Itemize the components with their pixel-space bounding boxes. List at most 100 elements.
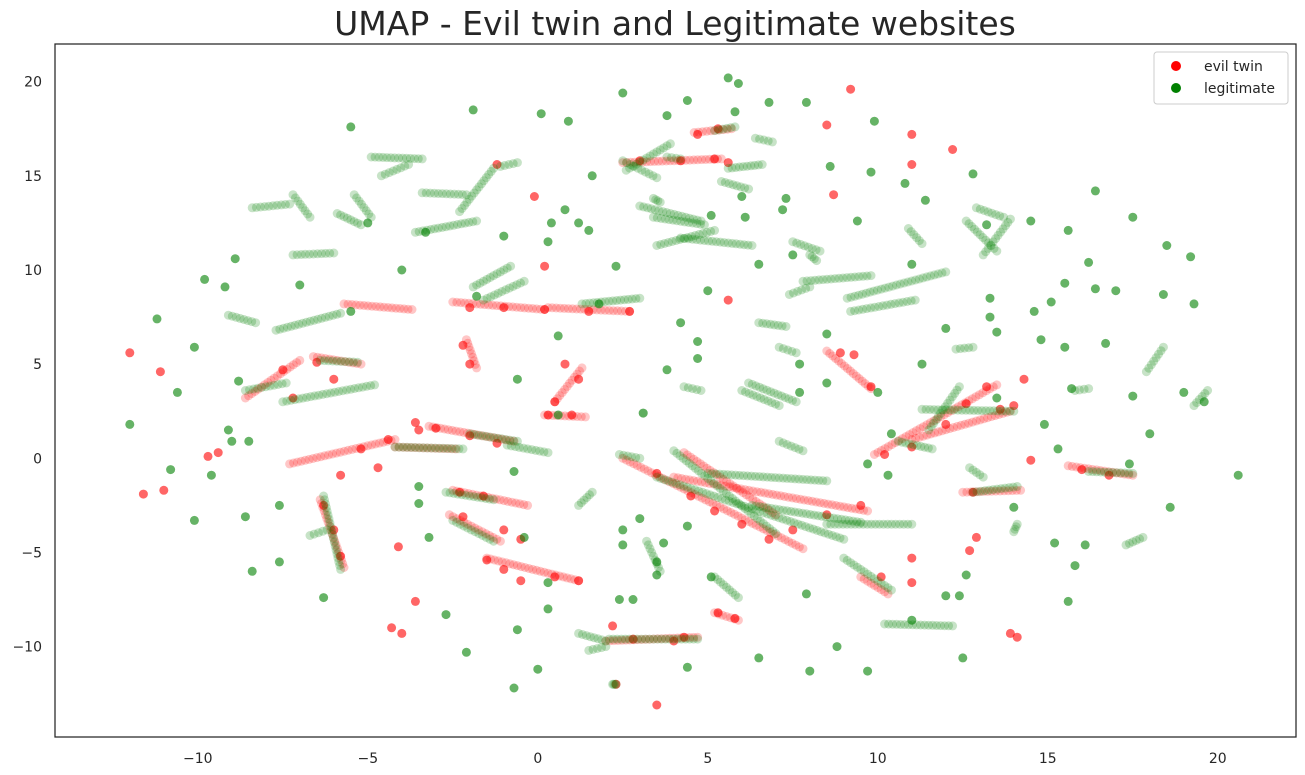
- legitimate-point: [873, 285, 882, 295]
- legitimate-point: [322, 525, 332, 535]
- legitimate-point: [920, 195, 930, 205]
- evil-twin-point: [336, 470, 346, 480]
- legitimate-point: [286, 321, 296, 331]
- legitimate-point: [501, 285, 511, 295]
- evil-twin-point: [481, 529, 491, 539]
- legitimate-point: [706, 572, 716, 582]
- legitimate-point: [665, 209, 675, 218]
- evil-twin-point: [566, 574, 576, 584]
- legitimate-point: [1120, 468, 1130, 478]
- legitimate-point: [722, 123, 732, 133]
- evil-twin-point: [668, 479, 678, 489]
- legitimate-point: [298, 318, 308, 328]
- legitimate-point: [747, 504, 757, 514]
- legitimate-point: [612, 296, 622, 305]
- evil-twin-point: [967, 394, 977, 404]
- evil-twin-point: [971, 392, 981, 402]
- legitimate-point: [623, 451, 633, 461]
- legitimate-point: [274, 557, 284, 567]
- legitimate-point: [805, 523, 814, 533]
- legitimate-point: [482, 293, 492, 303]
- evil-twin-point: [825, 349, 835, 358]
- legitimate-point: [758, 384, 768, 394]
- evil-twin-point: [336, 356, 346, 366]
- legitimate-point: [671, 153, 681, 163]
- x-tick-label: 20: [1209, 751, 1227, 767]
- scatter-points: [125, 73, 1243, 710]
- evil-twin-point: [387, 623, 397, 633]
- legitimate-point: [588, 644, 598, 654]
- evil-twin-point: [835, 348, 845, 358]
- legitimate-point: [749, 511, 759, 521]
- evil-twin-point: [356, 444, 366, 454]
- legitimate-point: [1192, 398, 1202, 408]
- evil-twin-point: [727, 124, 737, 134]
- evil-twin-point: [507, 497, 517, 507]
- evil-twin-point: [330, 536, 340, 546]
- legitimate-point: [235, 313, 245, 323]
- evil-twin-point: [410, 418, 420, 427]
- evil-twin-point: [791, 540, 801, 550]
- legitimate-point: [452, 517, 461, 527]
- legitimate-point: [846, 306, 856, 316]
- evil-twin-point: [857, 376, 867, 386]
- legitimate-point: [744, 184, 754, 194]
- legitimate-point: [862, 519, 872, 529]
- legitimate-point: [581, 631, 591, 641]
- legitimate-point: [457, 190, 467, 199]
- evil-twin-point: [383, 435, 393, 444]
- evil-twin-point: [269, 373, 279, 383]
- evil-twin-point: [451, 426, 461, 436]
- legitimate-point: [983, 243, 993, 253]
- legitimate-point: [288, 250, 298, 260]
- legitimate-point: [886, 585, 896, 595]
- legitimate-point: [272, 200, 282, 210]
- legitimate-point: [172, 387, 182, 397]
- legitimate-point: [985, 312, 995, 322]
- legitimate-point: [675, 480, 685, 490]
- legitimate-point: [1158, 342, 1168, 352]
- evil-twin-point: [612, 306, 622, 316]
- evil-twin-point: [728, 483, 738, 492]
- legitimate-point: [268, 201, 278, 211]
- evil-twin-point: [776, 533, 786, 543]
- legitimate-point: [751, 505, 761, 515]
- legitimate-point: [951, 344, 961, 354]
- evil-twin-point: [535, 566, 545, 576]
- legitimate-point: [472, 185, 482, 195]
- legitimate-point: [676, 216, 686, 226]
- legitimate-point: [884, 282, 894, 292]
- legitimate-point: [900, 178, 910, 188]
- legitimate-point: [816, 527, 826, 537]
- evil-twin-point: [983, 486, 993, 496]
- evil-twin-point: [771, 510, 781, 520]
- legitimate-point: [840, 515, 850, 525]
- evil-twin-point: [737, 519, 747, 529]
- evil-twin-point: [555, 391, 565, 401]
- legitimate-point: [794, 444, 804, 454]
- legitimate-point: [703, 236, 713, 246]
- evil-twin-point: [558, 572, 568, 582]
- legitimate-point: [585, 632, 595, 642]
- legitimate-point: [648, 171, 658, 181]
- legitimate-point: [1128, 391, 1138, 401]
- evil-twin-point: [605, 636, 615, 646]
- legitimate-point: [635, 453, 645, 463]
- evil-twin-point: [978, 487, 988, 496]
- legitimate-point: [866, 303, 876, 313]
- evil-twin-point: [728, 481, 738, 491]
- legitimate-point: [920, 442, 930, 452]
- legitimate-point: [597, 643, 606, 653]
- legitimate-point: [437, 222, 447, 232]
- legitimate-point: [349, 217, 359, 227]
- evil-twin-point: [657, 634, 667, 644]
- evil-twin-point: [939, 410, 949, 420]
- evil-twin-point: [424, 421, 434, 431]
- legitimate-point: [206, 470, 216, 480]
- legitimate-point: [628, 161, 638, 171]
- legitimate-point: [1046, 297, 1056, 307]
- legitimate-point: [961, 405, 971, 415]
- legitimate-point: [376, 171, 386, 181]
- legitimate-point: [344, 357, 354, 367]
- legitimate-point: [964, 343, 974, 353]
